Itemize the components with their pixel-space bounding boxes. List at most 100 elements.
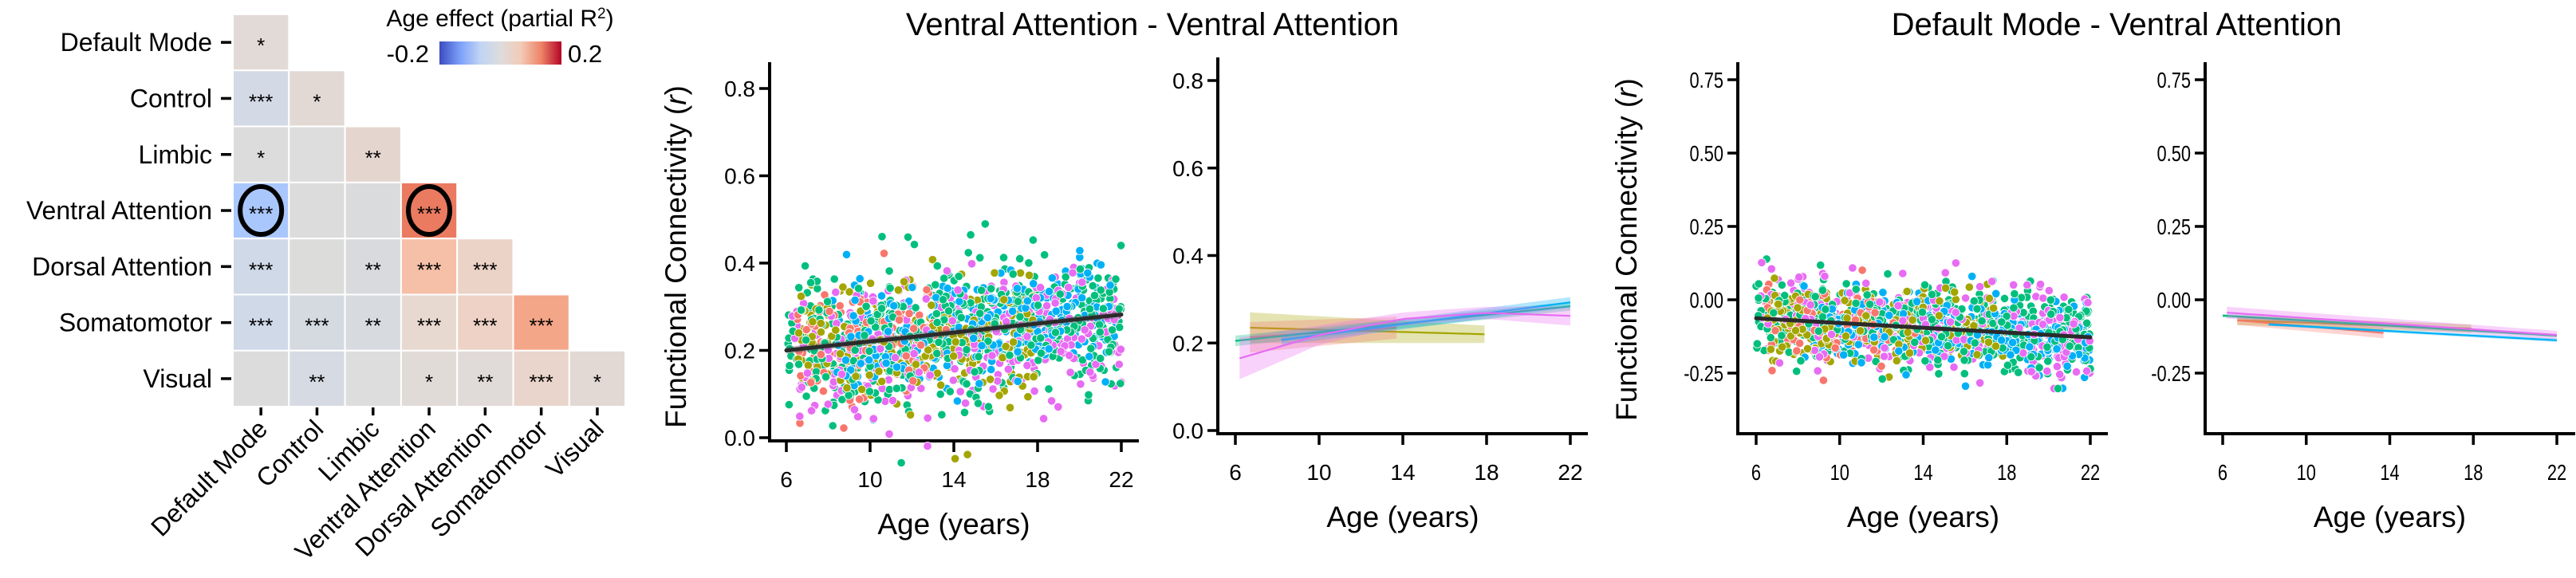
data-point (829, 274, 839, 284)
heatmap-cell (568, 349, 627, 408)
data-point (1941, 283, 1951, 293)
data-point (1951, 308, 1960, 317)
data-point (806, 378, 816, 387)
data-point (1774, 358, 1784, 368)
data-point (911, 303, 920, 313)
data-point (2008, 338, 2018, 348)
data-point (1853, 340, 1863, 349)
data-point (816, 318, 825, 328)
x-axis-label: Age (years) (877, 508, 1030, 541)
data-point (1991, 289, 2001, 298)
data-point (892, 383, 901, 393)
data-point (900, 277, 909, 286)
data-point (1970, 338, 1979, 348)
data-point (2083, 297, 2093, 308)
data-point (844, 391, 853, 400)
data-point (1793, 303, 1802, 313)
significance-stars: *** (529, 314, 553, 338)
heatmap-cell (456, 349, 514, 408)
data-point (975, 379, 984, 388)
data-point (803, 360, 813, 370)
data-point (923, 413, 932, 423)
data-point (823, 297, 833, 306)
data-point (892, 362, 902, 372)
data-point (865, 387, 875, 396)
data-point (895, 315, 904, 324)
data-point (966, 230, 975, 240)
data-point (1031, 293, 1041, 303)
data-point (1984, 293, 1994, 303)
data-point (922, 285, 932, 295)
data-point (980, 219, 990, 229)
data-point (1920, 356, 1930, 366)
data-point (1875, 297, 1885, 307)
data-point (1098, 304, 1109, 313)
data-point (884, 327, 893, 336)
data-point (1051, 306, 1061, 316)
x-tick-label: 6 (1751, 460, 1761, 485)
data-point (1044, 344, 1054, 354)
col-label: Visual (540, 415, 609, 484)
data-point (986, 293, 995, 303)
data-point (1901, 370, 1911, 379)
data-point (2055, 313, 2065, 322)
data-point (1795, 295, 1805, 305)
significance-stars: *** (249, 314, 273, 338)
data-point (1960, 381, 1971, 391)
data-point (1013, 297, 1023, 306)
data-point (954, 272, 963, 281)
data-point (1946, 317, 1956, 327)
data-point (983, 313, 993, 322)
x-tick-label: 18 (2464, 460, 2483, 485)
data-point (1799, 281, 1809, 291)
data-point (888, 395, 898, 405)
x-tick-label: 22 (2547, 460, 2566, 485)
data-point (1101, 377, 1110, 387)
data-point (1769, 308, 1778, 317)
data-point (908, 376, 918, 386)
data-point (1869, 332, 1879, 342)
data-point (928, 255, 938, 265)
data-point (1076, 379, 1085, 389)
data-point (2062, 361, 2072, 371)
data-point (838, 282, 848, 292)
data-point (1084, 390, 1093, 399)
data-point (1013, 347, 1022, 356)
data-point (802, 391, 811, 401)
data-point (797, 383, 806, 392)
data-point (1752, 339, 1762, 348)
row-label: Visual (143, 364, 212, 393)
data-point (1880, 343, 1889, 352)
data-point (2009, 303, 2019, 313)
data-point (955, 387, 965, 396)
data-point (1029, 279, 1038, 289)
data-point (959, 407, 970, 417)
data-point (869, 414, 878, 423)
data-point (1065, 351, 1074, 360)
data-point (2065, 341, 2074, 351)
heatmap-cell (344, 181, 402, 240)
data-point (975, 253, 985, 262)
significance-stars: *** (473, 314, 497, 338)
data-point (1880, 352, 1889, 361)
data-point (794, 328, 804, 338)
data-point (1885, 310, 1894, 320)
data-point (1848, 263, 1857, 273)
site-regression-line (1250, 326, 1485, 336)
significance-stars: *** (305, 314, 329, 338)
data-point (1022, 296, 1032, 306)
data-point (1972, 350, 1982, 360)
data-point (884, 429, 894, 439)
x-tick-label: 22 (1558, 460, 1582, 485)
data-point (1774, 299, 1783, 309)
data-point (1951, 294, 1960, 305)
fit-line (1754, 316, 2093, 340)
data-point (1044, 384, 1054, 394)
data-point (1935, 296, 1944, 306)
data-point (1839, 350, 1849, 360)
heatmap-cell (512, 349, 570, 408)
y-tick-label: 0.50 (2157, 141, 2191, 166)
x-tick-label: 10 (1306, 460, 1331, 485)
data-point (1983, 337, 1993, 347)
